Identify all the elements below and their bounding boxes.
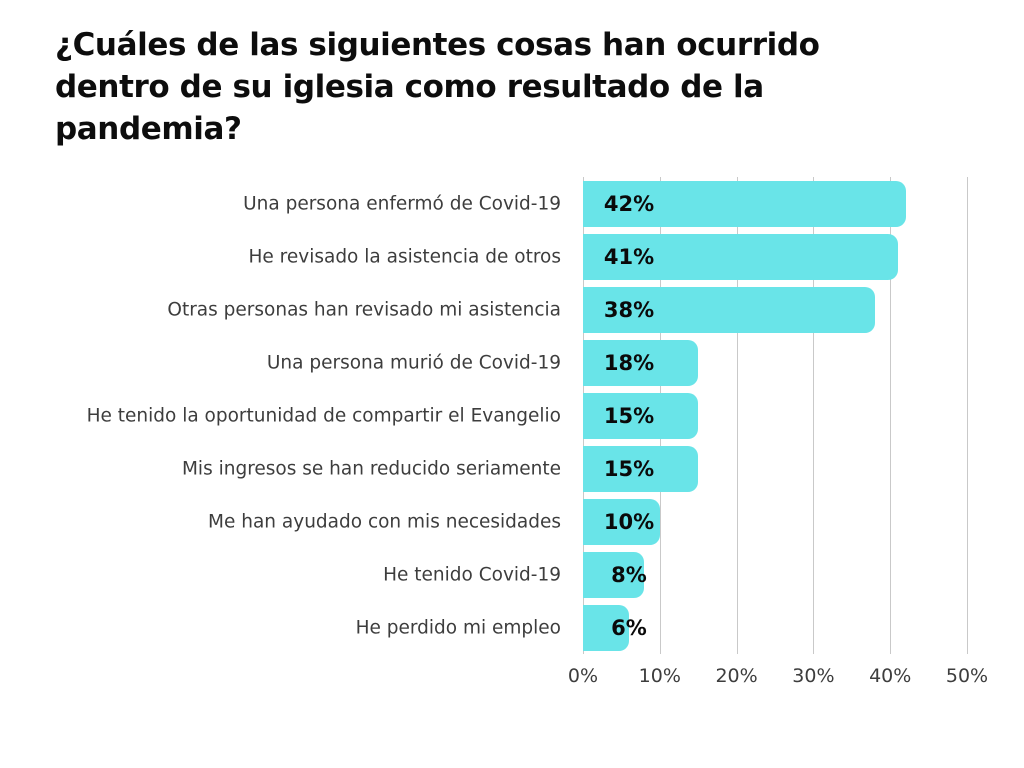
bar [583, 604, 630, 651]
bar-row: Una persona enfermó de Covid-19 42% [0, 177, 1024, 230]
category-label: Una persona enfermó de Covid-19 [243, 193, 561, 214]
category-label: He tenido Covid-19 [383, 564, 561, 585]
chart-title-line-3: pandemia? [55, 111, 242, 147]
value-label: 10% [603, 509, 655, 534]
category-label: Una persona murió de Covid-19 [266, 352, 561, 373]
chart-title: ¿Cuáles de las siguientes cosas han ocur… [55, 24, 955, 150]
value-label: 6% [611, 615, 647, 640]
value-label: 8% [611, 562, 647, 587]
x-tick-label: 20% [715, 665, 758, 687]
chart-title-line-1: ¿Cuáles de las siguientes cosas han ocur… [55, 27, 820, 63]
value-label: 42% [603, 191, 655, 216]
gridline [890, 177, 892, 654]
category-label: He tenido la oportunidad de compartir el… [86, 405, 561, 426]
category-label: Otras personas han revisado mi asistenci… [167, 299, 561, 320]
value-label: 18% [603, 350, 655, 375]
x-tick-label: 0% [567, 665, 599, 687]
bar-row: Mis ingresos se han reducido seriamente 1… [0, 442, 1024, 495]
bar-row: Me han ayudado con mis necesidades 10% [0, 495, 1024, 548]
bar [583, 392, 699, 439]
category-label: Mis ingresos se han reducido seriamente [181, 458, 561, 479]
bar [583, 498, 660, 545]
gridline [967, 177, 968, 654]
bar [583, 339, 699, 386]
bar [583, 551, 645, 598]
bar [583, 180, 906, 227]
value-label: 15% [603, 456, 655, 481]
bar [583, 233, 898, 280]
x-tick-label: 40% [869, 665, 912, 687]
value-label: 41% [603, 244, 655, 269]
gridline [813, 177, 815, 654]
value-label: 15% [603, 403, 655, 428]
category-label: Me han ayudado con mis necesidades [208, 511, 561, 532]
chart-title-line-2: dentro de su iglesia como resultado de l… [55, 69, 764, 105]
x-tick-label: 30% [792, 665, 835, 687]
category-label: He perdido mi empleo [355, 617, 561, 638]
bar-row: He tenido la oportunidad de compartir el… [0, 389, 1024, 442]
x-tick-label: 50% [945, 665, 989, 687]
bar-row: He perdido mi empleo 6% [0, 601, 1024, 654]
value-label: 38% [603, 297, 655, 322]
bar-row: Otras personas han revisado mi asistenci… [0, 283, 1024, 336]
bar [583, 286, 875, 333]
bar-row: Una persona murió de Covid-19 18% [0, 336, 1024, 389]
gridline [736, 177, 738, 654]
bar-row: He tenido Covid-19 8% [0, 548, 1024, 601]
x-tick-label: 10% [638, 665, 681, 687]
bar [583, 445, 699, 492]
category-label: He revisado la asistencia de otros [248, 246, 562, 267]
bar-row: He revisado la asistencia de otros 41% [0, 230, 1024, 283]
